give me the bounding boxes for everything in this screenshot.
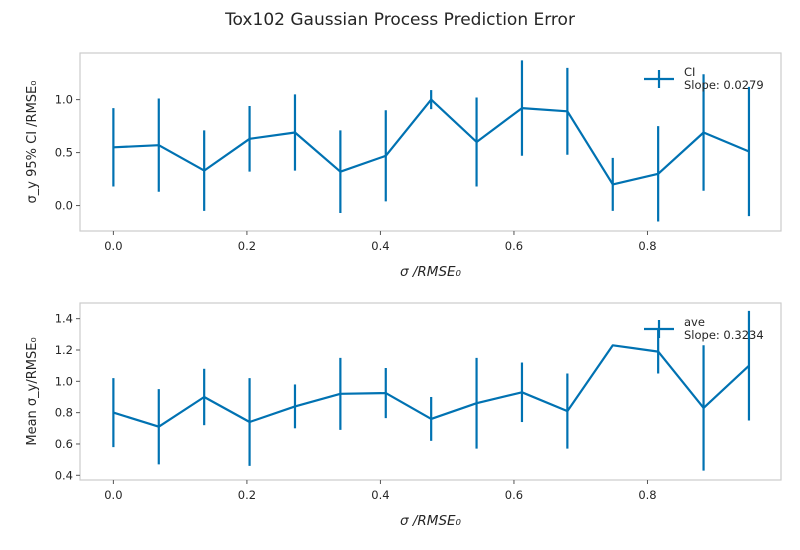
x-axis-label: σ /RMSE₀ [400,264,462,280]
legend-series-label: CI [684,65,695,79]
plot-area [79,302,782,481]
bottom-panel: 0.0 0.2 0.4 0.6 0.8 0.4 0.6 0.8 1.0 1.2 1.4 σ /RMSE… [25,302,782,529]
x-tick-label: 0.0 [104,488,122,502]
y-axis-label: σ_y 95% CI /RMSE₀ [25,81,40,204]
y-tick-label: 0.8 [55,406,73,420]
y-tick-label: 1.0 [55,374,73,388]
y-tick-label: 1.4 [55,312,73,326]
top-panel: 0.0 0.2 0.4 0.6 0.8 0.0 0.5 1.0 σ /RMSE₀ σ_y 95% … [25,52,782,280]
legend-slope-label: Slope: 0.3234 [684,328,764,342]
x-tick-label: 0.0 [104,239,122,253]
plot-area [79,52,782,232]
x-tick-label: 0.2 [238,239,256,253]
x-tick-label: 0.8 [638,239,656,253]
legend-slope-label: Slope: 0.0279 [684,78,764,92]
x-tick-label: 0.4 [371,239,389,253]
x-tick-label: 0.2 [238,488,256,502]
x-tick-label: 0.6 [505,488,523,502]
y-tick-label: 1.2 [55,343,73,357]
y-tick-label: 1.0 [55,93,73,107]
y-tick-label: 0.0 [55,199,73,213]
legend-series-label: ave [684,315,705,329]
y-tick-label: 0.4 [55,468,73,482]
x-tick-label: 0.4 [371,488,389,502]
x-tick-label: 0.6 [505,239,523,253]
x-tick-label: 0.8 [638,488,656,502]
y-tick-label: 0.6 [55,437,73,451]
x-axis-label: σ /RMSE₀ [400,513,462,529]
y-tick-label: 0.5 [55,146,73,160]
figure-title: Tox102 Gaussian Process Prediction Error [224,10,575,30]
y-axis-label: Mean σ_y/RMSE₀ [25,337,40,445]
